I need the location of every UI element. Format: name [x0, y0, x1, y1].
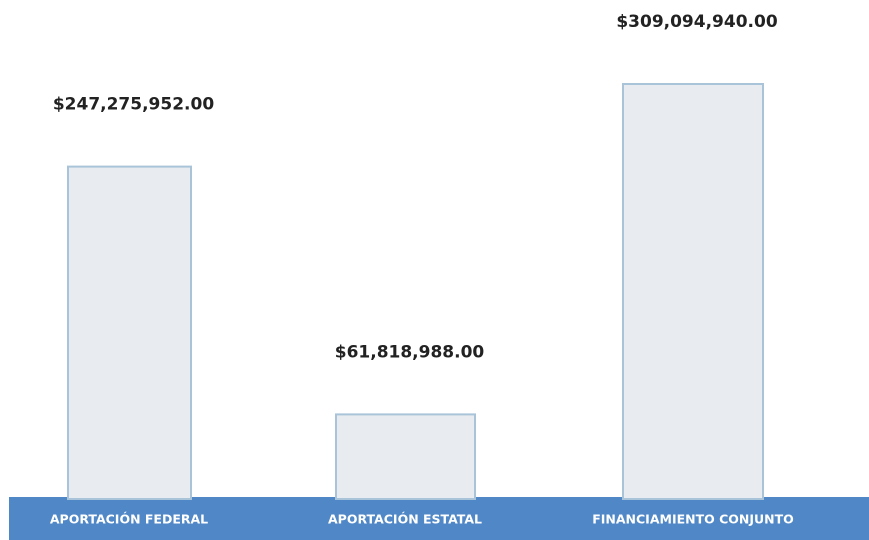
- value-label: $247,275,952.00: [53, 95, 214, 115]
- x-axis-band: [9, 497, 869, 540]
- x-tick-label: FINANCIAMIENTO CONJUNTO: [592, 512, 794, 527]
- bar: [67, 165, 192, 500]
- x-tick-label: APORTACIÓN ESTATAL: [328, 512, 482, 527]
- bar: [622, 83, 764, 500]
- x-tick-label: APORTACIÓN FEDERAL: [50, 512, 208, 527]
- value-label: $309,094,940.00: [616, 12, 777, 32]
- value-label: $61,818,988.00: [335, 342, 485, 362]
- bar: [335, 413, 476, 500]
